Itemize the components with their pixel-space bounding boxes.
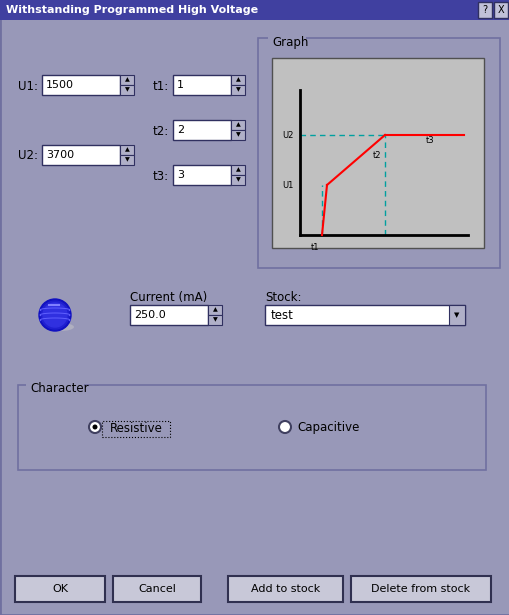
Text: t3:: t3: — [153, 170, 169, 183]
Bar — [173, 75, 231, 95]
Text: Current (mA): Current (mA) — [130, 290, 207, 303]
Circle shape — [89, 421, 101, 433]
Bar — [208, 315, 221, 325]
Text: t1:: t1: — [153, 79, 169, 92]
Bar — [113, 576, 201, 602]
Text: X: X — [497, 5, 503, 15]
Bar — [42, 75, 120, 95]
Text: ▼: ▼ — [124, 157, 129, 162]
Text: U1: U1 — [282, 180, 293, 189]
Text: t3: t3 — [425, 135, 434, 145]
Bar — [18, 385, 485, 470]
Circle shape — [39, 299, 71, 331]
Bar — [231, 85, 244, 95]
Circle shape — [278, 421, 291, 433]
Text: 3: 3 — [177, 170, 184, 180]
Bar — [42, 145, 120, 165]
Text: 3700: 3700 — [46, 150, 74, 160]
Text: 1: 1 — [177, 80, 184, 90]
Bar — [258, 38, 499, 268]
Text: U1:: U1: — [18, 79, 38, 92]
Text: Cancel: Cancel — [138, 584, 176, 594]
Text: t1: t1 — [310, 242, 319, 252]
Bar — [477, 2, 491, 18]
Bar — [120, 145, 134, 155]
Text: U2:: U2: — [18, 148, 38, 162]
Bar — [0, 0, 509, 20]
Bar — [26, 384, 84, 394]
Text: ▲: ▲ — [235, 77, 240, 82]
Text: ▼: ▼ — [235, 87, 240, 92]
Text: Stock:: Stock: — [265, 290, 301, 303]
Text: Capacitive: Capacitive — [296, 421, 359, 434]
Bar — [231, 130, 244, 140]
Text: ▼: ▼ — [124, 87, 129, 92]
Text: 250.0: 250.0 — [134, 310, 165, 320]
Bar — [130, 305, 208, 325]
Bar — [231, 165, 244, 175]
Text: 2: 2 — [177, 125, 184, 135]
Text: ▲: ▲ — [235, 167, 240, 172]
Bar — [15, 576, 105, 602]
Bar — [120, 155, 134, 165]
Bar — [120, 85, 134, 95]
Bar — [228, 576, 343, 602]
Text: Add to stock: Add to stock — [250, 584, 320, 594]
Text: Resistive: Resistive — [109, 423, 162, 435]
Text: Delete from stock: Delete from stock — [371, 584, 470, 594]
Text: t2:: t2: — [153, 124, 169, 138]
Text: ▼: ▼ — [235, 178, 240, 183]
Text: Withstanding Programmed High Voltage: Withstanding Programmed High Voltage — [6, 5, 258, 15]
Text: test: test — [270, 309, 293, 322]
Circle shape — [41, 301, 69, 329]
Bar — [493, 2, 507, 18]
Text: U2: U2 — [282, 130, 293, 140]
Text: 1500: 1500 — [46, 80, 74, 90]
Text: ▼: ▼ — [212, 317, 217, 322]
Circle shape — [43, 303, 67, 327]
Bar — [102, 421, 169, 437]
Text: OK: OK — [52, 584, 68, 594]
Text: ▲: ▲ — [124, 77, 129, 82]
Text: Graph: Graph — [271, 36, 308, 49]
Bar — [267, 37, 305, 47]
Bar — [265, 305, 464, 325]
Bar — [231, 175, 244, 185]
Bar — [350, 576, 490, 602]
Bar — [231, 75, 244, 85]
Text: ?: ? — [482, 5, 487, 15]
Bar — [208, 305, 221, 315]
Bar — [271, 58, 483, 248]
Text: Character: Character — [30, 383, 89, 395]
Ellipse shape — [46, 323, 74, 331]
Bar — [120, 75, 134, 85]
Bar — [173, 120, 231, 140]
Text: ▼: ▼ — [454, 312, 459, 318]
Circle shape — [92, 424, 97, 429]
Text: ▼: ▼ — [235, 132, 240, 138]
Text: ▲: ▲ — [212, 308, 217, 312]
Text: ▲: ▲ — [124, 148, 129, 153]
Text: t2: t2 — [372, 151, 381, 159]
Bar — [448, 305, 464, 325]
Text: ▲: ▲ — [235, 122, 240, 127]
Bar — [231, 120, 244, 130]
Bar — [173, 165, 231, 185]
